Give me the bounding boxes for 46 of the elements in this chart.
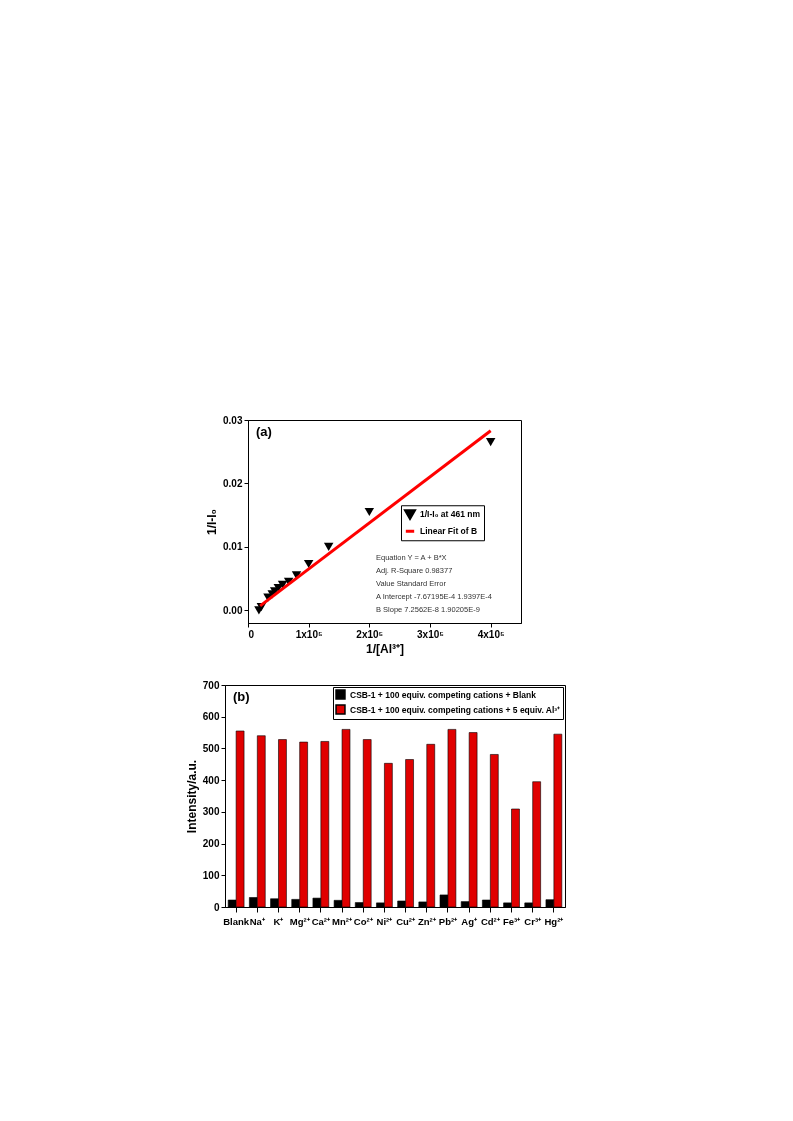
point [364,507,375,517]
x-tick-label: Ca²⁺ [311,915,332,927]
legend-label: 1/I-I₀ at 461 nm [420,509,481,520]
y-tick-label: 200 [202,838,220,850]
x-tick-label: 4x10⁵ [477,628,505,640]
point [303,559,314,569]
y-tick-label: 300 [202,806,220,818]
x-tick-label: Hg²⁺ [544,915,565,927]
point [323,542,334,551]
y-tick-label: 500 [202,742,220,754]
x-tick-label: K⁺ [273,915,285,927]
chart-title: (a) [256,424,272,439]
x-tick-label: Fe³⁺ [502,915,522,927]
x-tick-label: Pb²⁺ [438,915,459,927]
x-axis-title: 1/[Al³⁺] [366,641,404,656]
y-tick-label: 0.02 [223,477,243,489]
y-tick-label: 700 [202,679,220,691]
point [485,438,496,447]
legend-label: CSB-1 + 100 equiv. competing cations + Blank [350,689,537,700]
x-tick-label: Cu²⁺ [396,915,417,927]
chart-title: (b) [233,689,250,704]
x-tick-label: 3x10⁵ [417,628,445,640]
y-tick-label: 600 [202,711,220,723]
y-tick-label: 100 [202,869,220,881]
y-tick-label: 0.00 [223,604,243,616]
x-tick-label: Na⁺ [249,915,266,927]
x-tick-label: Cr³⁺ [524,915,543,927]
legend-label: Linear Fit of B [420,526,478,537]
y-axis-title: Intensity/a.u. [184,759,199,834]
y-tick-label: 400 [202,774,220,786]
y-tick-label: 0.01 [223,541,243,553]
x-tick-label: 2x10⁵ [356,628,384,640]
y-tick-label: 0 [213,901,220,913]
x-tick-label: Ni²⁺ [376,915,394,927]
x-tick-label: Cd²⁺ [480,915,501,927]
x-tick-label: 1x10⁵ [295,628,323,640]
legend-label: CSB-1 + 100 equiv. competing cations + 5 equiv. Al³⁺ [350,704,561,715]
x-tick-label: Mn²⁺ [332,915,353,927]
x-tick-label: 0 [248,628,255,640]
x-tick-label: Ag⁺ [461,915,478,927]
y-tick-label: 0.03 [223,414,243,426]
x-tick-label: Co²⁺ [353,915,374,927]
y-axis-title: 1/I-I₀ [205,508,220,536]
x-tick-label: Mg²⁺ [289,915,311,927]
x-tick-label: Zn²⁺ [417,915,437,927]
x-tick-label: Blank [223,915,250,927]
